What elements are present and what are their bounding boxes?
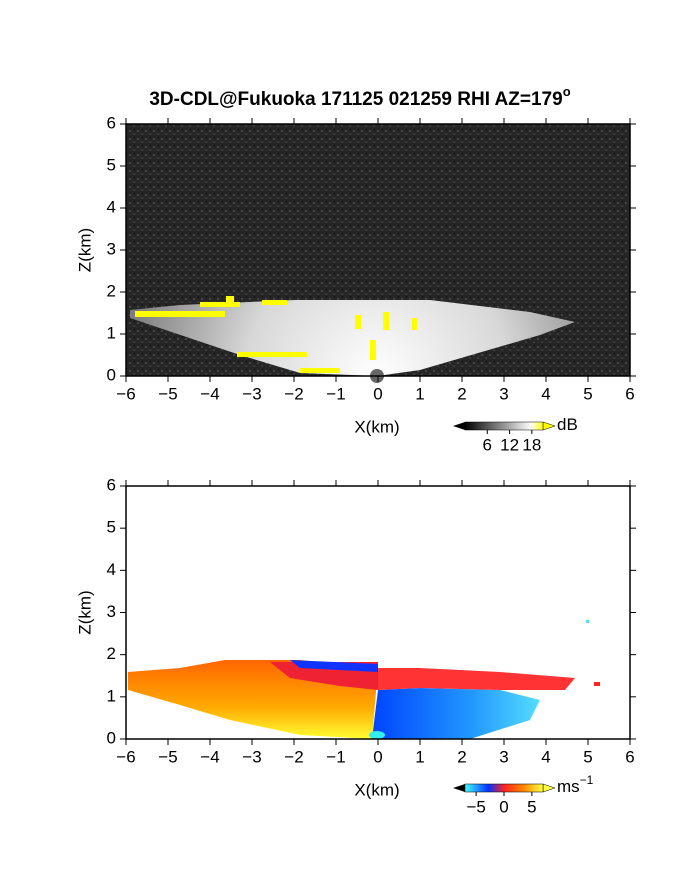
x-tick-label: −3 [242,747,261,766]
y-tick-label: 0 [107,728,116,747]
backscatter-image [126,124,630,383]
x-tick-label: 1 [415,384,424,403]
y-tick-label: 3 [107,239,116,258]
x-tick-label: 0 [373,747,382,766]
y-tick-label: 6 [107,113,116,132]
x-tick-label: 2 [457,384,466,403]
y-tick-label: 1 [107,323,116,342]
y-tick-label: 5 [107,155,116,174]
title-superscript: o [563,84,571,99]
x-tick-label: −2 [284,384,303,403]
x-tick-label: 4 [541,747,550,766]
colorbar-label-superscript: −1 [580,773,594,787]
y-tick-label: 1 [107,686,116,705]
x-tick-label: −1 [326,384,345,403]
chart-title: 3D-CDL@Fukuoka 171125 021259 RHI AZ=179o [149,84,570,110]
x-tick-label: −5 [158,747,177,766]
colorbar-end [453,422,465,430]
x-tick-label: 1 [415,747,424,766]
x-tick-label: −5 [158,384,177,403]
x-tick-label: −4 [200,384,219,403]
x-tick-label: 2 [457,747,466,766]
y-tick-label: 2 [107,644,116,663]
colorbar [464,421,544,431]
colorbar-label: ms−1 [557,773,594,796]
y-axis-label: Z(km) [75,228,94,272]
y-tick-label: 4 [107,197,116,216]
x-axis-label: X(km) [354,780,399,799]
y-tick-label: 0 [107,365,116,384]
y-tick-label: 4 [107,560,116,579]
colorbar-tick-label: 5 [527,797,536,816]
colorbar-tick-label: 18 [522,435,541,454]
x-tick-label: −6 [116,747,135,766]
x-tick-label: −6 [116,384,135,403]
y-tick-label: 2 [107,281,116,300]
x-tick-label: 5 [583,747,592,766]
x-tick-label: −2 [284,747,303,766]
x-tick-label: 3 [499,747,508,766]
x-axis-label: X(km) [354,417,399,436]
x-tick-label: −3 [242,384,261,403]
x-tick-label: 4 [541,384,550,403]
x-tick-label: 5 [583,384,592,403]
colorbar-tick-label: 0 [499,797,508,816]
x-tick-label: −1 [326,747,345,766]
colorbar-label-text: dB [557,415,578,434]
colorbar-label-text: ms [557,777,580,796]
colorbar-tick-label: 12 [500,435,519,454]
x-tick-label: 6 [625,384,634,403]
x-tick-label: 3 [499,384,508,403]
y-tick-label: 6 [107,475,116,494]
colorbar-end [542,783,556,793]
colorbar-tick-label: −5 [466,797,485,816]
x-tick-label: 6 [625,747,634,766]
colorbar-end [453,784,465,792]
velocity-image [128,620,600,739]
colorbar-end [542,421,556,431]
colorbar-tick-label: 6 [483,435,492,454]
title-text: 3D-CDL@Fukuoka 171125 021259 RHI AZ=179 [149,89,562,110]
y-axis-label: Z(km) [75,590,94,634]
colorbar-label: dB [557,415,578,434]
x-tick-label: −4 [200,747,219,766]
y-tick-label: 5 [107,518,116,537]
colorbar [464,783,544,793]
x-tick-label: 0 [373,384,382,403]
y-tick-label: 3 [107,602,116,621]
